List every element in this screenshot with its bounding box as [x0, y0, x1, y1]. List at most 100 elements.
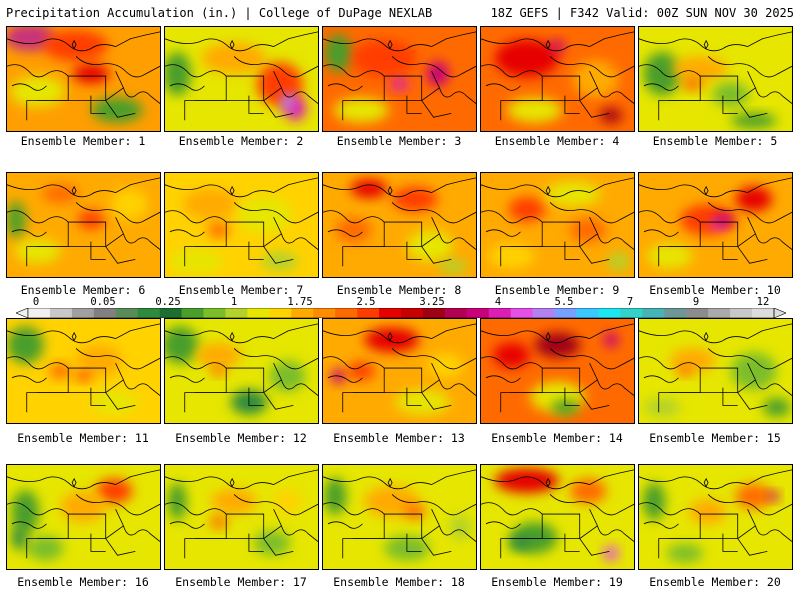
map-border-5	[542, 221, 581, 247]
map-border-7	[421, 538, 452, 556]
map-border-7	[579, 100, 610, 118]
colorbar-swatch	[269, 308, 292, 318]
map-border-1	[7, 356, 69, 370]
map-border-1	[639, 64, 701, 78]
map-border-9	[564, 241, 580, 260]
map-border-5	[226, 221, 265, 247]
map-border-8	[327, 229, 363, 237]
precip-blob-0	[494, 39, 560, 77]
map-border-9	[406, 387, 422, 406]
map-marker	[229, 185, 235, 196]
map-border-2	[707, 494, 792, 516]
precip-blob-2	[768, 491, 780, 502]
map-border-3	[589, 508, 634, 542]
colorbar-label: 0	[32, 296, 40, 308]
colorbar-swatch	[598, 308, 621, 318]
map-border-8	[169, 521, 205, 529]
member-map-2	[164, 26, 319, 132]
colorbar-swatch	[686, 308, 709, 318]
member-caption-16: Ensemble Member: 16	[17, 575, 149, 589]
map-border-9	[248, 387, 264, 406]
colorbar-swatch	[576, 308, 599, 318]
precip-blob-0	[324, 477, 347, 515]
map-border-6	[668, 233, 756, 247]
member-caption-3: Ensemble Member: 3	[336, 134, 462, 148]
colorbar-swatch	[466, 308, 490, 318]
precip-field	[323, 319, 476, 423]
member-map-8	[322, 172, 477, 278]
map-border-7	[421, 100, 452, 118]
map-border-2	[391, 494, 476, 516]
map-border-9	[406, 533, 422, 552]
member-map-20	[638, 464, 793, 570]
map-border-6	[36, 525, 124, 539]
colorbar-swatch	[247, 308, 270, 318]
precip-blob-0	[42, 184, 79, 204]
precip-blob-3	[488, 243, 535, 269]
member-map-1	[6, 26, 161, 132]
map-marker	[387, 185, 393, 196]
map-border-3	[273, 70, 318, 104]
precip-field	[7, 465, 160, 569]
map-border-6	[510, 379, 598, 393]
member-caption-15: Ensemble Member: 15	[649, 431, 781, 445]
colorbar-swatch	[752, 308, 775, 318]
map-border-9	[90, 241, 106, 260]
map-marker	[545, 39, 551, 50]
member-map-5	[638, 26, 793, 132]
precip-blob-1	[352, 39, 417, 77]
field-base	[165, 465, 318, 569]
colorbar-swatch	[291, 308, 314, 318]
map-border-0	[7, 323, 160, 344]
member-map-13	[322, 318, 477, 424]
precip-field	[7, 173, 160, 277]
precip-field	[481, 465, 634, 569]
colorbar-swatch	[203, 308, 226, 318]
map-border-3	[115, 508, 160, 542]
colorbar-label: 5.5	[554, 296, 574, 308]
map-border-2	[75, 202, 160, 224]
map-border-2	[391, 202, 476, 224]
map-border-9	[248, 533, 264, 552]
precip-blob-2	[77, 210, 105, 230]
map-marker	[71, 331, 77, 342]
member-caption-8: Ensemble Member: 8	[336, 283, 462, 297]
precip-field	[639, 173, 792, 277]
precip-blob-3	[735, 186, 773, 212]
colorbar-swatch	[554, 308, 577, 318]
colorbar-label: 4	[494, 296, 502, 308]
colorbar-label: 9	[692, 296, 700, 308]
precip-blob-4	[449, 514, 472, 540]
map-border-0	[165, 323, 318, 344]
map-border-9	[564, 533, 580, 552]
map-border-6	[668, 87, 756, 101]
precip-blob-2	[390, 77, 409, 91]
map-border-6	[194, 233, 282, 247]
map-border-2	[707, 348, 792, 370]
colorbar-swatch	[620, 308, 643, 318]
precip-blob-3	[677, 366, 693, 376]
precip-blob-4	[72, 64, 110, 84]
colorbar-swatch	[422, 308, 446, 318]
map-border-9	[722, 533, 738, 552]
member-map-10	[638, 172, 793, 278]
map-border-5	[68, 513, 107, 539]
map-border-1	[7, 64, 69, 78]
map-border-5	[226, 367, 265, 393]
map-border-1	[481, 64, 543, 78]
precip-blob-0	[494, 468, 560, 494]
map-border-7	[421, 392, 452, 410]
map-border-3	[115, 362, 160, 396]
member-caption-10: Ensemble Member: 10	[649, 283, 781, 297]
colorbar-swatch	[401, 308, 424, 318]
precip-blob-2	[60, 491, 107, 523]
map-border-0	[323, 469, 476, 490]
map-border-0	[165, 469, 318, 490]
member-caption-4: Ensemble Member: 4	[494, 134, 620, 148]
member-map-16	[6, 464, 161, 570]
map-border-3	[273, 216, 318, 250]
precip-blob-3	[14, 238, 61, 264]
map-border-9	[722, 241, 738, 260]
run-info: 18Z GEFS | F342 Valid: 00Z SUN NOV 30 20…	[490, 6, 794, 20]
map-border-5	[384, 513, 423, 539]
